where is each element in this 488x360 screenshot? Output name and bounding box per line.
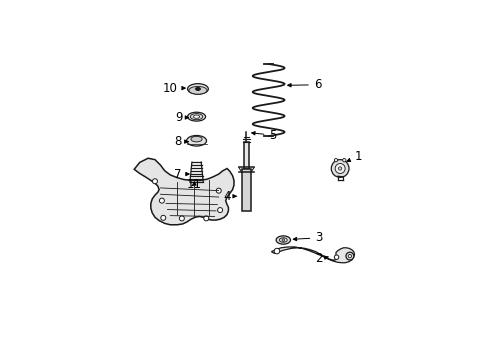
Text: 11: 11 [187,177,202,190]
Text: 8: 8 [174,135,188,148]
Circle shape [159,198,164,203]
Circle shape [152,179,157,184]
Ellipse shape [191,136,202,142]
Circle shape [330,159,348,177]
Ellipse shape [186,135,206,146]
Text: 7: 7 [174,167,189,180]
Ellipse shape [195,87,200,90]
Circle shape [346,252,353,260]
Text: 6: 6 [287,78,321,91]
Polygon shape [134,158,233,225]
Ellipse shape [187,112,205,121]
Circle shape [334,163,345,174]
Text: 4: 4 [223,190,236,203]
Circle shape [203,216,208,221]
Polygon shape [242,169,250,211]
Text: 3: 3 [293,231,322,244]
Circle shape [274,248,279,254]
Ellipse shape [276,236,290,244]
Ellipse shape [279,238,286,242]
Circle shape [179,216,184,221]
Polygon shape [244,141,248,169]
Text: 9: 9 [175,111,188,124]
Polygon shape [332,161,346,176]
Text: 5: 5 [251,129,276,142]
Circle shape [334,255,338,260]
Circle shape [196,87,199,90]
Circle shape [216,188,221,193]
Circle shape [342,158,346,162]
Text: 10: 10 [163,82,185,95]
Circle shape [334,158,337,162]
Ellipse shape [188,86,206,94]
Circle shape [347,255,351,258]
Text: 1: 1 [346,150,361,163]
Ellipse shape [187,84,208,94]
Text: 2: 2 [315,252,327,265]
Circle shape [338,167,341,170]
Circle shape [161,215,165,220]
Ellipse shape [190,114,203,120]
Circle shape [282,239,284,242]
Ellipse shape [193,115,199,118]
Circle shape [217,208,222,212]
Polygon shape [271,247,354,263]
